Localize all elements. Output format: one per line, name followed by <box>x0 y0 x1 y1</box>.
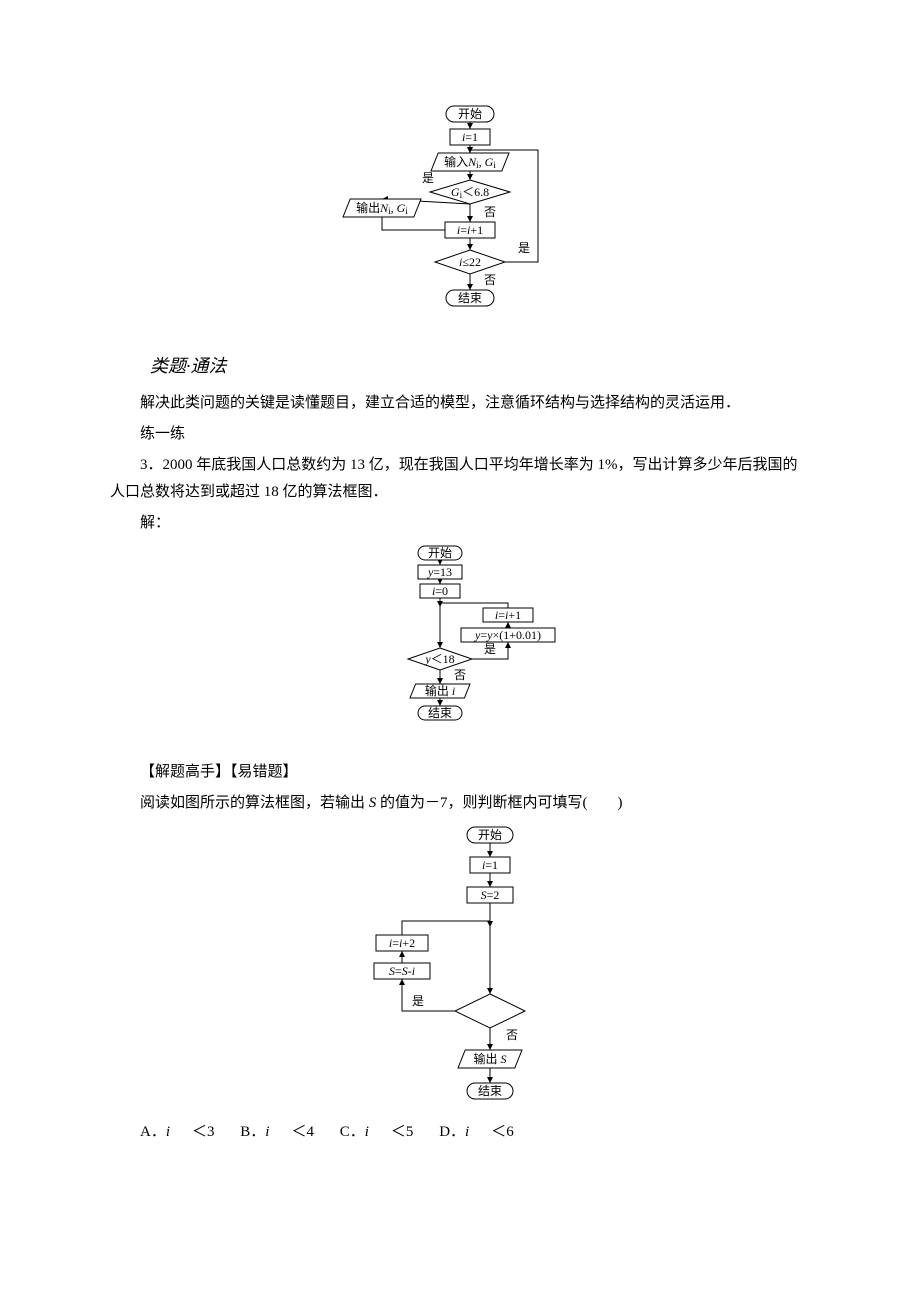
svg-text:输出 S: 输出 S <box>473 1051 506 1066</box>
svg-text:i≤22: i≤22 <box>459 255 481 269</box>
option-c: C．i＜5 <box>340 1124 414 1140</box>
flowchart-3: 是否 开始 i=1 S=2 i=i+2 S=S-i 输出 S 结束 <box>110 821 810 1111</box>
svg-text:输出Ni, Gi: 输出Ni, Gi <box>356 200 408 216</box>
flowchart-1: 是否是否开始i=1输入Ni, GiGi＜6.8输出Ni, Gii=i+1i≤22… <box>110 100 810 330</box>
svg-text:S=S-i: S=S-i <box>389 964 415 978</box>
svg-text:否: 否 <box>484 205 496 219</box>
flowchart-2: 是否 开始 y=13 i=0 i=i+1 y=y×(1+0.01) y＜18 输出 i 结束 <box>110 541 810 741</box>
svg-text:是: 是 <box>422 171 434 185</box>
option-a: A．i＜3 <box>140 1124 215 1140</box>
svg-text:i=i+1: i=i+1 <box>495 608 521 622</box>
svg-text:Gi＜6.8: Gi＜6.8 <box>451 185 489 200</box>
svg-text:是: 是 <box>518 241 530 255</box>
svg-text:y=y×(1+0.01): y=y×(1+0.01) <box>474 628 541 642</box>
answer-label: 解： <box>110 510 810 537</box>
svg-text:是: 是 <box>484 642 496 656</box>
svg-text:开始: 开始 <box>458 107 482 121</box>
flowchart-2-svg: 是否 开始 y=13 i=0 i=i+1 y=y×(1+0.01) y＜18 输出 i 结束 <box>360 541 560 741</box>
svg-text:输出 i: 输出 i <box>425 683 455 698</box>
section-title: 类题·通法 <box>150 350 810 382</box>
svg-text:开始: 开始 <box>428 546 452 560</box>
option-b: B．i＜4 <box>240 1124 314 1140</box>
svg-text:否: 否 <box>484 273 496 287</box>
flowchart-3-svg: 是否 开始 i=1 S=2 i=i+2 S=S-i 输出 S 结束 <box>350 821 570 1111</box>
options: A．i＜3 B．i＜4 C．i＜5 D．i＜6 <box>110 1119 810 1146</box>
svg-text:y＜18: y＜18 <box>424 652 454 666</box>
practice-label: 练一练 <box>110 421 810 448</box>
svg-text:结束: 结束 <box>428 706 452 720</box>
svg-text:否: 否 <box>454 668 466 682</box>
master-question-text: 阅读如图所示的算法框图，若输出 S 的值为－7，则判断框内可填写( ) <box>140 795 623 811</box>
svg-text:结束: 结束 <box>478 1084 502 1098</box>
option-d: D．i＜6 <box>439 1124 514 1140</box>
svg-text:是: 是 <box>412 994 424 1008</box>
svg-text:i=1: i=1 <box>482 858 498 872</box>
svg-text:i=1: i=1 <box>462 130 478 144</box>
svg-text:结束: 结束 <box>458 291 482 305</box>
svg-text:否: 否 <box>506 1028 518 1042</box>
tip-paragraph: 解决此类问题的关键是读懂题目，建立合适的模型，注意循环结构与选择结构的灵活运用． <box>110 390 810 417</box>
svg-text:开始: 开始 <box>478 828 502 842</box>
question-3: 3．2000 年底我国人口总数约为 13 亿，现在我国人口平均年增长率为 1%，… <box>110 452 810 506</box>
master-question: 阅读如图所示的算法框图，若输出 S 的值为－7，则判断框内可填写( ) <box>110 790 810 817</box>
svg-text:y=13: y=13 <box>427 565 452 579</box>
svg-text:i=i+2: i=i+2 <box>389 936 415 950</box>
master-title: 【解题高手】【易错题】 <box>110 759 810 786</box>
svg-text:S=2: S=2 <box>481 888 500 902</box>
svg-text:i=0: i=0 <box>432 584 448 598</box>
svg-text:i=i+1: i=i+1 <box>457 223 483 237</box>
flowchart-1-svg: 是否是否开始i=1输入Ni, GiGi＜6.8输出Ni, Gii=i+1i≤22… <box>340 100 580 330</box>
svg-text:输入Ni, Gi: 输入Ni, Gi <box>444 154 496 170</box>
